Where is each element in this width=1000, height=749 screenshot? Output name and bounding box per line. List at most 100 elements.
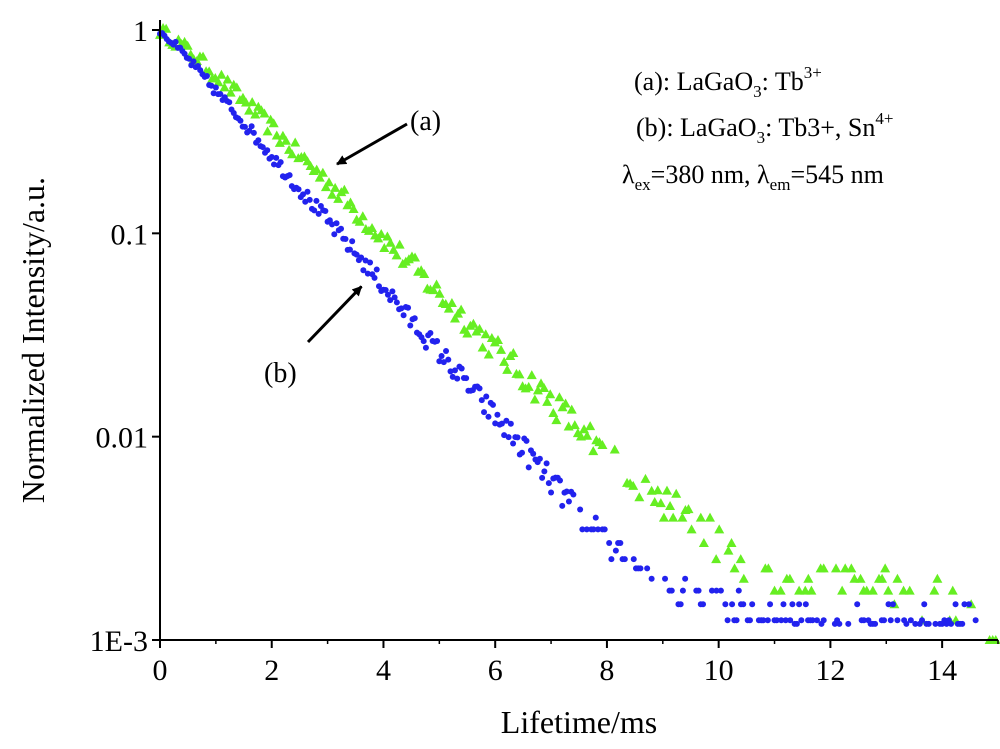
series-b-point xyxy=(270,161,277,168)
series-a-point xyxy=(846,563,857,573)
annotation-b: (b) xyxy=(264,358,297,389)
series-a-point xyxy=(499,356,510,366)
legend-line-a: (a): LaGaO3: Tb3+ xyxy=(634,63,822,101)
series-a-point xyxy=(929,585,940,595)
series-b-points xyxy=(157,30,979,627)
series-a-point xyxy=(280,135,291,145)
series-b-point xyxy=(545,480,552,487)
series-b-point xyxy=(644,565,651,572)
series-a-point xyxy=(250,109,261,119)
series-a-point xyxy=(222,74,233,84)
series-b-point xyxy=(679,587,686,594)
x-tick-label: 4 xyxy=(376,654,391,687)
series-b-point xyxy=(514,434,521,441)
series-a-point xyxy=(314,172,325,182)
series-a-point xyxy=(668,512,679,522)
series-a-point xyxy=(609,444,620,454)
y-tick-label: 1E-3 xyxy=(90,625,148,658)
series-b-point xyxy=(367,259,374,266)
series-a-point xyxy=(443,303,454,313)
series-b-point xyxy=(451,367,458,374)
series-b-point xyxy=(570,491,577,498)
series-a-point xyxy=(640,473,651,483)
series-a-point xyxy=(262,126,273,136)
series-a-point xyxy=(661,485,672,495)
series-b-point xyxy=(746,617,753,624)
series-b-point xyxy=(782,617,789,624)
series-a-point xyxy=(695,512,706,522)
series-b-point xyxy=(362,257,369,264)
series-a-point xyxy=(738,573,749,583)
series-b-point xyxy=(932,620,939,627)
series-b-point xyxy=(331,231,338,238)
series-a-point xyxy=(526,370,537,380)
series-b-point xyxy=(579,526,586,533)
series-a-point xyxy=(628,480,639,490)
series-b-point xyxy=(427,329,434,336)
series-b-point xyxy=(489,401,496,408)
series-a-point xyxy=(705,512,716,522)
series-b-point xyxy=(648,575,655,582)
series-b-point xyxy=(793,620,800,627)
series-a-point xyxy=(775,585,786,595)
series-a-point xyxy=(892,573,903,583)
series-a-point xyxy=(419,268,430,278)
series-b-point xyxy=(382,286,389,293)
series-b-point xyxy=(813,617,820,624)
series-b-point xyxy=(483,393,490,400)
series-a-point xyxy=(671,488,682,498)
series-b-point xyxy=(443,347,450,354)
series-b-point xyxy=(530,450,537,457)
series-b-point xyxy=(498,420,505,427)
series-b-point xyxy=(342,235,349,242)
series-a-point xyxy=(345,197,356,207)
series-a-point xyxy=(714,524,725,534)
series-a-point xyxy=(665,500,676,510)
series-a-point xyxy=(818,563,829,573)
series-b-point xyxy=(722,601,729,608)
series-a-point xyxy=(560,398,571,408)
series-a-point xyxy=(327,189,338,199)
series-b-point xyxy=(961,601,968,608)
series-b-point xyxy=(525,464,532,471)
series-a-point xyxy=(219,82,230,92)
series-a-point xyxy=(523,381,534,391)
series-a-point xyxy=(585,421,596,431)
series-a-point xyxy=(683,504,694,514)
y-axis-title: Normalized Intensity/a.u. xyxy=(15,177,51,503)
series-b-point xyxy=(677,601,684,608)
series-a-point xyxy=(428,285,439,295)
series-b-point xyxy=(749,601,756,608)
series-b-point xyxy=(885,601,892,608)
series-a-point xyxy=(551,415,562,425)
series-b-point xyxy=(606,539,613,546)
series-b-point xyxy=(436,358,443,365)
series-b-point xyxy=(501,432,508,439)
series-a-point xyxy=(658,512,669,522)
series-b-point xyxy=(447,368,454,375)
series-b-point xyxy=(364,270,371,277)
series-b-point xyxy=(559,502,566,509)
series-b-point xyxy=(787,617,794,624)
series-a-point xyxy=(394,239,405,249)
series-b-point xyxy=(422,344,429,351)
series-b-point xyxy=(543,460,550,467)
series-b-point xyxy=(226,99,233,106)
series-b-point xyxy=(375,283,382,290)
series-a-point xyxy=(492,335,503,345)
series-b-point xyxy=(907,617,914,624)
series-a-point xyxy=(198,51,209,61)
series-a-point xyxy=(652,485,663,495)
arrow-a xyxy=(336,122,408,166)
series-b-point xyxy=(360,267,367,274)
series-a-point xyxy=(883,585,894,595)
series-b-point xyxy=(662,575,669,582)
series-b-point xyxy=(612,547,619,554)
series-b-point xyxy=(539,474,546,481)
series-b-point xyxy=(724,617,731,624)
series-b-point xyxy=(798,617,805,624)
series-b-point xyxy=(333,220,340,227)
series-b-point xyxy=(387,297,394,304)
series-b-point xyxy=(860,617,867,624)
